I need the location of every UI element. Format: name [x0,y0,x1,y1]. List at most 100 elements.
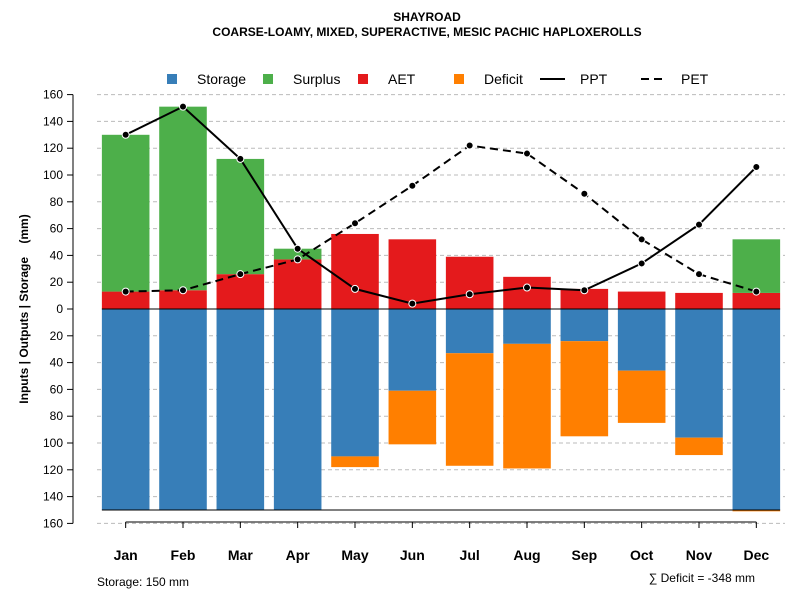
ppt-point [121,130,130,139]
x-tick-label-feb: Feb [171,547,196,563]
y-tick-label: 80 [50,195,64,209]
y-tick-label: 100 [43,168,63,182]
ppt-point [752,162,761,171]
x-tick-label-dec: Dec [743,547,769,563]
y-tick-label: 140 [43,114,63,128]
bar-deficit [732,510,781,512]
bar-aet [675,292,723,309]
y-tick-label: 20 [50,275,64,289]
x-tick-label-jun: Jun [400,547,425,563]
ppt-point [465,290,474,299]
bar-aet [101,291,150,309]
x-tick-label-may: May [341,547,368,563]
bar-deficit [675,437,723,456]
y-tick-label: 140 [43,490,63,504]
bar-storage [732,309,781,510]
bar-storage [503,309,551,344]
ppt-point [293,244,302,253]
bar-deficit [331,456,379,468]
x-tick-label-jan: Jan [114,547,138,563]
pet-point [523,149,531,158]
bar-aet [331,233,379,309]
legend-key-surplus [263,74,273,84]
y-tick-label: 40 [50,248,64,262]
bar-storage [560,309,609,342]
y-tick-label: 0 [56,302,63,316]
bar-aet [388,239,437,309]
chart-subtitle: COARSE-LOAMY, MIXED, SUPERACTIVE, MESIC … [212,25,641,39]
legend-key-deficit [454,74,464,84]
bar-aet [617,291,666,309]
axes: 160 140 120 100 80 60 40 20 0 20 40 60 80 100 120 140 16… [43,88,769,563]
bar-storage [331,309,379,457]
y-tick-label: 120 [43,141,63,155]
bar-deficit [560,341,609,437]
ppt-point [179,102,187,111]
y-tick-label: 20 [50,329,64,343]
bar-storage [159,309,207,510]
y-tick-label: 80 [50,409,64,423]
legend-label-deficit: Deficit [484,71,523,87]
bar-storage [101,309,150,510]
ppt-point [637,259,646,268]
bar-aet [732,292,781,309]
pet-line [125,144,757,293]
pet-point [465,141,474,150]
ppt-point [523,283,531,292]
bar-deficit [503,343,551,469]
legend-label-surplus: Surplus [293,71,340,87]
y-tick-label: 120 [43,463,63,477]
bar-storage [388,309,437,391]
pet-point [637,235,646,244]
gridlines [97,94,785,524]
legend-label-pet: PET [681,71,709,87]
lines [121,102,761,308]
deficit-note: ∑ Deficit = -348 mm [649,571,755,585]
pet-point [293,255,302,264]
x-tick-label-mar: Mar [228,547,253,563]
y-tick-label: 160 [43,516,63,530]
bar-storage [617,309,666,371]
bar-deficit [617,370,666,423]
ppt-point [236,154,245,163]
y-tick-label: 40 [50,356,64,370]
y-tick-label: 160 [43,88,63,102]
legend-key-storage [167,74,177,84]
ppt-point [695,220,703,229]
x-tick-label-nov: Nov [686,547,713,563]
legend-label-aet: AET [388,71,416,87]
pet-point [351,219,359,228]
pet-point [236,270,245,279]
bar-surplus [101,134,150,292]
x-tick-label-oct: Oct [630,547,654,563]
bar-aet [445,256,494,309]
y-tick-label: 60 [50,222,64,236]
legend-label-storage: Storage [197,71,246,87]
bar-surplus [216,158,265,275]
pet-point [408,181,417,190]
x-tick-label-jul: Jul [460,547,480,563]
bar-storage [216,309,265,510]
bar-storage [675,309,723,438]
bar-storage [273,309,322,510]
y-axis-label: Inputs | Outputs | Storage (mm) [17,214,31,403]
bar-aet [216,274,265,309]
legend: Storage Surplus AET Deficit PPT PET [167,71,709,87]
ppt-point [580,286,589,295]
x-tick-label-aug: Aug [513,547,540,563]
legend-label-ppt: PPT [580,71,608,87]
ppt-point [408,299,417,308]
pet-point [695,270,703,279]
pet-point [580,189,589,198]
ppt-line [125,105,758,305]
bar-deficit [388,390,437,445]
bar-aet [503,276,551,309]
pet-point [752,287,761,296]
bar-storage [445,309,494,354]
pet-point [121,287,130,296]
storage-note: Storage: 150 mm [97,575,189,589]
bar-aet [159,290,207,309]
bars [101,106,781,512]
x-tick-label-apr: Apr [286,547,311,563]
